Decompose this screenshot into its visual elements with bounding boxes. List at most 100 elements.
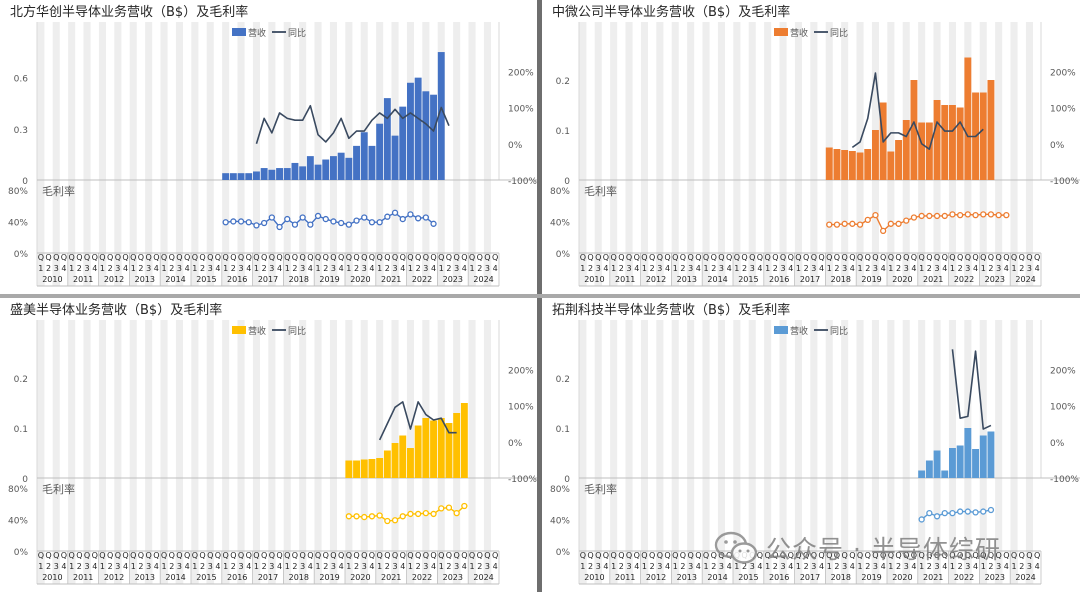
quarter-label: Q [115,253,121,262]
quarter-label: Q [695,253,701,262]
quarter-number: 2 [988,562,993,571]
year-label: 2023 [443,275,463,284]
quarter-number: 4 [973,264,978,273]
quarter-label: Q [484,253,490,262]
background-band [468,22,476,286]
quarter-label: Q [911,551,917,560]
margin-marker [949,509,956,517]
revenue-bar [949,448,956,478]
quarter-number: 3 [719,562,724,571]
margin-marker [956,508,964,515]
background-band [160,22,168,286]
background-band [748,22,757,286]
quarter-label: Q [99,253,105,262]
chart-piotech: 拓荆科技半导体业务营收（B$）及毛利率 0 0.1 0.2 200% 100% 0% -100… [550,302,1080,585]
revenue-bar [956,107,964,180]
revenue-bar [895,140,902,180]
quarter-number: 3 [904,264,909,273]
revenue-bar [306,156,314,180]
yoy-tick-label: -100% [508,475,537,485]
quarter-number: 3 [688,264,693,273]
quarter-label: Q [842,551,848,560]
margin-tick-label: 80% [8,485,28,495]
background-band [191,320,199,584]
background-band [221,320,230,584]
quarter-label: Q [1034,253,1040,262]
quarter-label: Q [315,253,321,262]
quarter-number: 4 [911,562,916,571]
quarter-label: Q [996,551,1002,560]
revenue-bar [833,149,841,180]
quarter-number: 3 [935,264,940,273]
margin-tick-label: 80% [8,187,28,197]
margin-marker [399,513,406,520]
quarter-label: Q [84,551,90,560]
quarter-number: 2 [865,562,870,571]
quarter-label: Q [276,253,282,262]
background-band [994,320,1003,584]
quarter-number: 1 [1012,264,1017,273]
background-band [375,320,384,584]
chart-panel-amec: 中微公司半导体业务营收（B$）及毛利率 0 0.1 0.2 200% 100% 0% -100… [542,0,1080,296]
quarter-label: Q [834,253,840,262]
quarter-label: Q [300,253,306,262]
year-label: 2015 [196,275,216,284]
yoy-line [378,401,457,441]
year-label: 2013 [135,275,155,284]
quarter-number: 2 [896,562,901,571]
yoy-line [255,104,450,144]
yoy-tick-label: -100% [1050,177,1079,187]
yoy-tick-label: 200% [508,366,534,376]
quarter-label: Q [438,253,444,262]
revenue-bar [237,173,245,180]
quarter-number: 1 [734,264,739,273]
quarter-number: 3 [54,562,59,571]
year-label: 2017 [800,275,820,284]
quarter-label: Q [788,253,794,262]
quarter-number: 3 [996,264,1001,273]
quarter-label: Q [641,551,647,560]
margin-axis-title: 毛利率 [42,482,75,496]
quarter-label: Q [323,253,329,262]
quarter-number: 3 [300,264,305,273]
year-label: 2019 [319,573,339,582]
background-band [37,320,45,584]
year-label: 2010 [584,573,604,582]
quarter-label: Q [307,551,313,560]
quarter-label: Q [688,253,694,262]
yoy-tick-label: 100% [1050,105,1076,115]
quarter-label: Q [741,253,747,262]
wechat-icon [714,531,758,564]
revenue-bar [918,470,926,478]
margin-marker [445,504,453,511]
quarter-number: 2 [262,562,267,571]
background-band [994,22,1003,286]
quarter-number: 3 [719,264,724,273]
yoy-line [851,72,984,150]
quarter-number: 3 [781,562,786,571]
quarter-number: 1 [858,562,863,571]
background-band [114,22,122,286]
quarter-label: Q [38,551,44,560]
quarter-label: Q [649,253,655,262]
legend-yoy-label: 同比 [830,325,848,337]
chart-panel-piotech: 拓荆科技半导体业务营收（B$）及毛利率 0 0.1 0.2 200% 100% 0% -100… [542,298,1080,594]
background-band [360,320,369,584]
quarter-label: Q [377,253,383,262]
quarter-label: Q [688,551,694,560]
quarter-number: 3 [54,264,59,273]
year-label: 2011 [615,573,635,582]
quarter-number: 4 [634,562,639,571]
revenue-bar [445,423,453,478]
quarter-label: Q [269,253,275,262]
background-band [671,22,680,286]
revenue-bar [383,450,391,478]
quarter-number: 2 [773,562,778,571]
background-band [733,22,741,286]
year-label: 2014 [165,573,185,582]
margin-marker [849,220,856,227]
quarter-number: 1 [254,562,259,571]
background-band [298,320,307,584]
revenue-bar [360,132,368,180]
year-label: 2011 [73,275,93,284]
